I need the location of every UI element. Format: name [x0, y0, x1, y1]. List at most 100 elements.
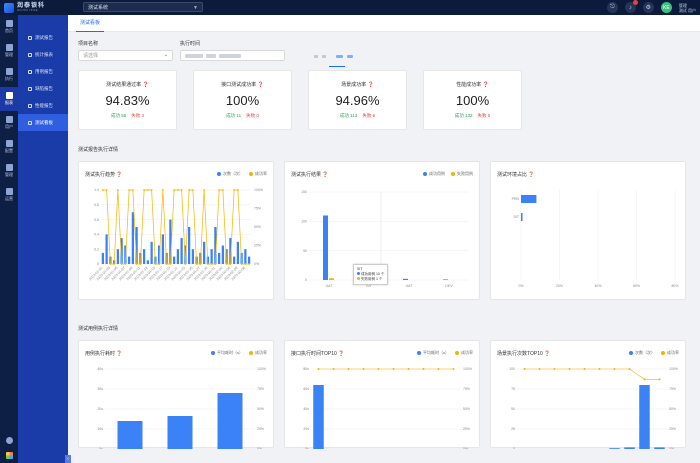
chart-bar [158, 245, 161, 264]
chart-point [613, 368, 616, 370]
tab-dashboard[interactable]: 测试看板 [76, 15, 105, 32]
info-icon[interactable]: ❓ [482, 82, 489, 88]
info-icon[interactable]: ❓ [142, 82, 149, 88]
rail-item-report[interactable]: 报表 [0, 87, 18, 111]
legend-item[interactable]: 次数（次） [217, 171, 243, 177]
legend-item[interactable]: 成功率 [455, 350, 473, 356]
share-icon[interactable]: ⎋ [606, 2, 618, 13]
quick-range-2[interactable] [322, 55, 326, 58]
chart-point [214, 263, 217, 265]
legend-item[interactable]: 平均耗时（s） [211, 350, 243, 356]
submenu-item-test-report[interactable]: 测试报告 [18, 29, 68, 46]
avatar[interactable]: KE [660, 2, 672, 13]
chart-point [347, 368, 350, 370]
submenu-item-dashboard[interactable]: 测试看板 [18, 114, 68, 131]
chart-bar [105, 234, 108, 264]
y-tick-label: 100 [301, 220, 307, 224]
quick-range-3[interactable] [336, 55, 343, 58]
y2-tick-label: 75% [463, 387, 470, 391]
legend-item[interactable]: 次数（次） [629, 350, 655, 356]
rail-item-admin[interactable]: 管理 [0, 159, 18, 183]
rail-item-home[interactable]: 首页 [0, 15, 18, 39]
info-icon[interactable]: ❓ [528, 172, 535, 178]
rail-item-config[interactable]: 配置 [0, 135, 18, 159]
bell-icon[interactable]: ♪ [624, 0, 638, 13]
y-tick-label: 0.4 [94, 233, 99, 237]
chart-point [210, 263, 213, 265]
system-select[interactable]: 测试系统 ▼ [83, 2, 203, 12]
chart-bar [329, 278, 334, 280]
project-select-placeholder: 请选择 [83, 53, 99, 59]
chart-line-icon [28, 120, 32, 125]
stat-value: 100% [455, 93, 490, 108]
y2-tick-label: 75% [254, 207, 261, 211]
info-icon[interactable]: ❓ [544, 351, 551, 357]
x-tick-label: 20% [556, 284, 563, 288]
legend-item[interactable]: 成功率 [249, 171, 267, 177]
play-icon [5, 68, 13, 75]
rail-item-execute[interactable]: 执行 [0, 63, 18, 87]
date-end [219, 53, 241, 58]
info-icon[interactable]: ❓ [367, 82, 374, 88]
info-icon[interactable]: ❓ [322, 172, 329, 178]
legend-item[interactable]: 成功用例 [423, 171, 445, 177]
chart-point [203, 189, 206, 191]
chart-card-result: 测试执行结果 ❓ 成功用例 失败用例 150 100 50 0 UAT SIT UAT DEV… [284, 161, 480, 300]
chevron-down-icon: ⌄ [163, 52, 168, 58]
y-tick-label: 0s [99, 447, 103, 449]
chart-point [116, 189, 119, 191]
legend-item[interactable]: 成功率 [661, 350, 679, 356]
y-tick-label: 150 [301, 190, 307, 194]
rail-item-user[interactable]: 用户 [0, 111, 18, 135]
y-tick-label: 0s [305, 447, 309, 449]
quick-range-4[interactable] [347, 55, 353, 58]
chart-bar [117, 421, 143, 449]
chart-card-env: 测试环境占比 ❓ 0% 20% 40% 60% 80% PRD SIT [490, 161, 686, 300]
logo-icon [4, 2, 14, 13]
date-range-input[interactable] [180, 50, 285, 61]
gear-icon[interactable] [5, 437, 13, 444]
chart-icon [5, 92, 13, 99]
y-tick-label: PRD [512, 197, 520, 201]
rail-item-manage[interactable]: 管理 [0, 39, 18, 63]
settings-icon[interactable]: ⚙ [642, 2, 654, 13]
legend-item[interactable]: 失败用例 [451, 171, 473, 177]
info-icon[interactable]: ❓ [257, 82, 264, 88]
submenu-item-case-report[interactable]: 用例报告 [18, 63, 68, 80]
quick-range-1[interactable] [314, 55, 318, 58]
chart-api-top10: 80s 100% 60s 75% 40s 50% 20s 25% 0s 0% [303, 367, 472, 449]
chart-bar [443, 279, 448, 280]
submenu-item-defect[interactable]: 缺陷报告 [18, 80, 68, 97]
chart-point [161, 189, 164, 191]
y-tick-label: 40s [303, 407, 309, 411]
submenu-item-stats[interactable]: 统计报表 [18, 46, 68, 63]
project-select[interactable]: 请选择 ⌄ [78, 50, 173, 61]
chart-bar [135, 227, 138, 264]
apps-icon[interactable] [5, 452, 13, 459]
doc-icon [28, 69, 32, 74]
x-tick-label: 80% [671, 284, 678, 288]
info-icon[interactable]: ❓ [116, 351, 123, 357]
chart-point [135, 263, 138, 265]
chart-point [101, 189, 104, 191]
chart-point [362, 368, 365, 370]
chart-point [422, 368, 425, 370]
legend-item[interactable]: 平均耗时（s） [417, 350, 449, 356]
sub-menu: 测试报告 统计报表 用例报告 缺陷报告 性能报告 测试看板 ‹ [18, 15, 71, 463]
info-icon[interactable]: ❓ [116, 172, 123, 178]
chart-point [199, 263, 202, 265]
collapse-chevron-icon[interactable]: ‹ [65, 455, 71, 463]
chart-bar [210, 249, 213, 264]
chart-point [109, 263, 112, 265]
rail-item-ops[interactable]: 运营 [0, 183, 18, 207]
chart-point [191, 189, 194, 191]
chart-point [628, 368, 631, 370]
submenu-item-perf[interactable]: 性能报告 [18, 97, 68, 114]
user-info[interactable]: 管理 测试 用户 [679, 3, 696, 13]
chart-point [583, 368, 586, 370]
legend: 次数（次） 成功率 [217, 171, 267, 177]
doc-icon [28, 103, 32, 108]
info-icon[interactable]: ❓ [338, 351, 345, 357]
y2-tick-label: 100% [463, 367, 472, 371]
legend-item[interactable]: 成功率 [249, 350, 267, 356]
